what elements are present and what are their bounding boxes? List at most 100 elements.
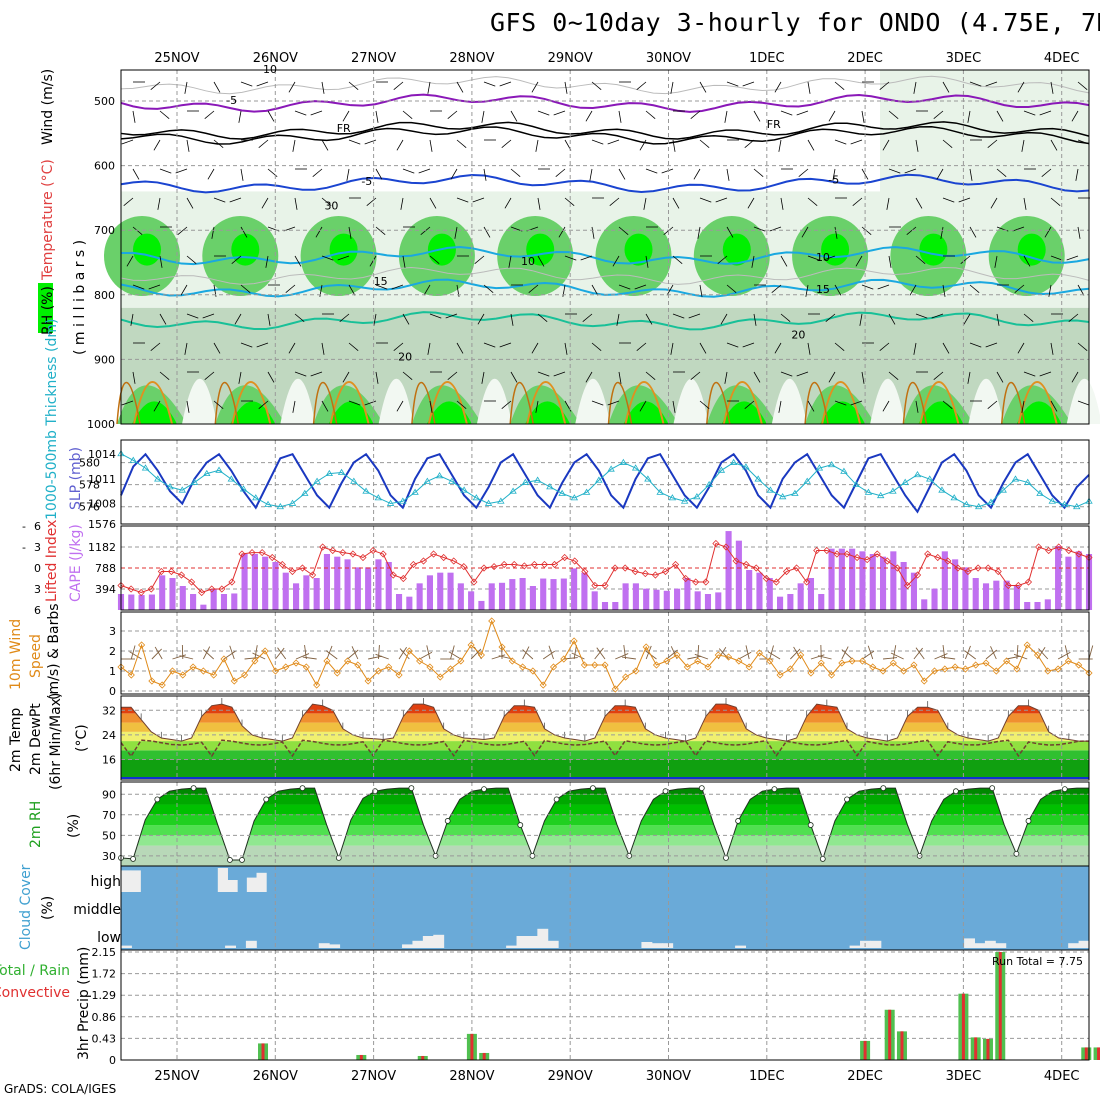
ua-barb <box>663 226 674 235</box>
ua-barb <box>375 284 388 290</box>
temp-frame <box>120 695 1090 781</box>
ua-rh-dry-8 <box>968 378 1004 424</box>
cape-bar <box>1013 586 1020 610</box>
li-point <box>1004 581 1012 590</box>
li-point <box>964 567 972 576</box>
ua-barb <box>780 197 784 210</box>
ua-barb <box>123 197 134 206</box>
ua-barb <box>1068 313 1079 322</box>
rh-ytick-50: 50 <box>102 829 116 842</box>
ua-barb <box>261 197 269 209</box>
ua-barb <box>213 139 224 149</box>
ua-barb <box>1023 255 1031 267</box>
ua-barb <box>618 110 622 123</box>
ua-orange-0 <box>133 381 173 425</box>
ua-contour-6 <box>120 311 1090 331</box>
thick-point <box>399 497 407 504</box>
ua-barb <box>159 313 167 325</box>
ua-barb <box>747 197 755 209</box>
cloud-low-bar <box>329 944 341 948</box>
ua-barb <box>850 139 863 145</box>
cloud-bg <box>121 866 1089 950</box>
li-point <box>419 557 428 565</box>
wind-barb <box>738 651 752 660</box>
wind-barb <box>867 645 874 660</box>
ua-barb <box>393 81 404 90</box>
thick-point <box>644 475 652 482</box>
ua-barb <box>501 400 512 409</box>
wind-barb <box>892 645 897 660</box>
li-point <box>520 562 528 570</box>
ua-barb <box>915 400 919 413</box>
series-lifted-index <box>120 542 1090 594</box>
cape-bar <box>612 602 619 610</box>
wind-point <box>271 667 280 675</box>
ua-barb <box>121 139 134 145</box>
wind-point <box>786 665 794 673</box>
thick-point <box>607 465 615 472</box>
ua-barb <box>321 81 325 94</box>
ua-barb <box>967 371 971 384</box>
cloud-level-middle: middle <box>73 902 121 918</box>
ua-rh-lowcore-0 <box>132 401 177 424</box>
ua-barb <box>1039 371 1052 377</box>
ua-barb <box>159 110 170 120</box>
thick-point <box>975 502 983 510</box>
li-point <box>782 567 791 576</box>
li-point <box>1055 543 1063 551</box>
li-point <box>258 549 266 557</box>
thick-point <box>1036 489 1044 496</box>
li-point <box>1045 546 1053 555</box>
ua-barb <box>294 371 307 377</box>
ua-barb <box>1077 139 1090 145</box>
thick-point <box>1060 500 1069 507</box>
ua-barb <box>1077 284 1085 296</box>
rh-band <box>121 825 1089 836</box>
ua-barb <box>294 255 302 267</box>
ua-barb <box>240 342 253 348</box>
wind-barb <box>254 645 258 660</box>
temp-ytick-24: 24 <box>102 729 116 742</box>
ua-barb <box>202 313 215 319</box>
li-point <box>994 567 1002 576</box>
wind-point <box>1054 665 1062 673</box>
cape-bar <box>715 592 722 610</box>
cloud-low-bar <box>870 940 882 948</box>
date-label-bottom-25NOV: 25NOV <box>154 1069 199 1084</box>
cape-bar <box>653 589 660 610</box>
precip-ytick-2.15: 2.15 <box>92 946 117 959</box>
ua-barb <box>510 313 514 326</box>
ua-barb <box>288 342 296 354</box>
ua-barb <box>429 197 437 209</box>
ua-barb <box>483 342 496 348</box>
li-point <box>198 588 206 597</box>
wind-barb <box>347 649 359 660</box>
ua-barb <box>906 226 917 235</box>
wind-point <box>138 641 146 649</box>
rh-point <box>1061 786 1068 793</box>
li-point <box>762 574 770 583</box>
ua-barb <box>699 342 707 354</box>
thick-point <box>619 458 628 465</box>
ua-orange-7 <box>821 381 862 425</box>
ua-barb <box>481 371 485 384</box>
ua-barb <box>933 110 944 119</box>
ua-barb <box>618 371 622 384</box>
cape-bar <box>807 578 815 610</box>
thick-point <box>178 486 186 493</box>
wind-barb <box>326 645 333 660</box>
ua-barb <box>726 226 734 238</box>
ua-barb <box>474 255 485 264</box>
thick-point <box>362 487 370 494</box>
wind-point <box>992 667 1000 675</box>
ua-barb <box>591 400 604 406</box>
th-ltick-578: 578 <box>79 479 100 492</box>
cape-bar <box>457 583 464 610</box>
thick-point <box>729 458 738 465</box>
ua-barb <box>807 342 811 355</box>
wind-ylabel: 10m Wind <box>8 619 24 690</box>
ua-barb <box>483 168 487 181</box>
thick-point <box>472 494 481 501</box>
ua-barb <box>832 168 836 181</box>
li-point <box>954 564 962 572</box>
